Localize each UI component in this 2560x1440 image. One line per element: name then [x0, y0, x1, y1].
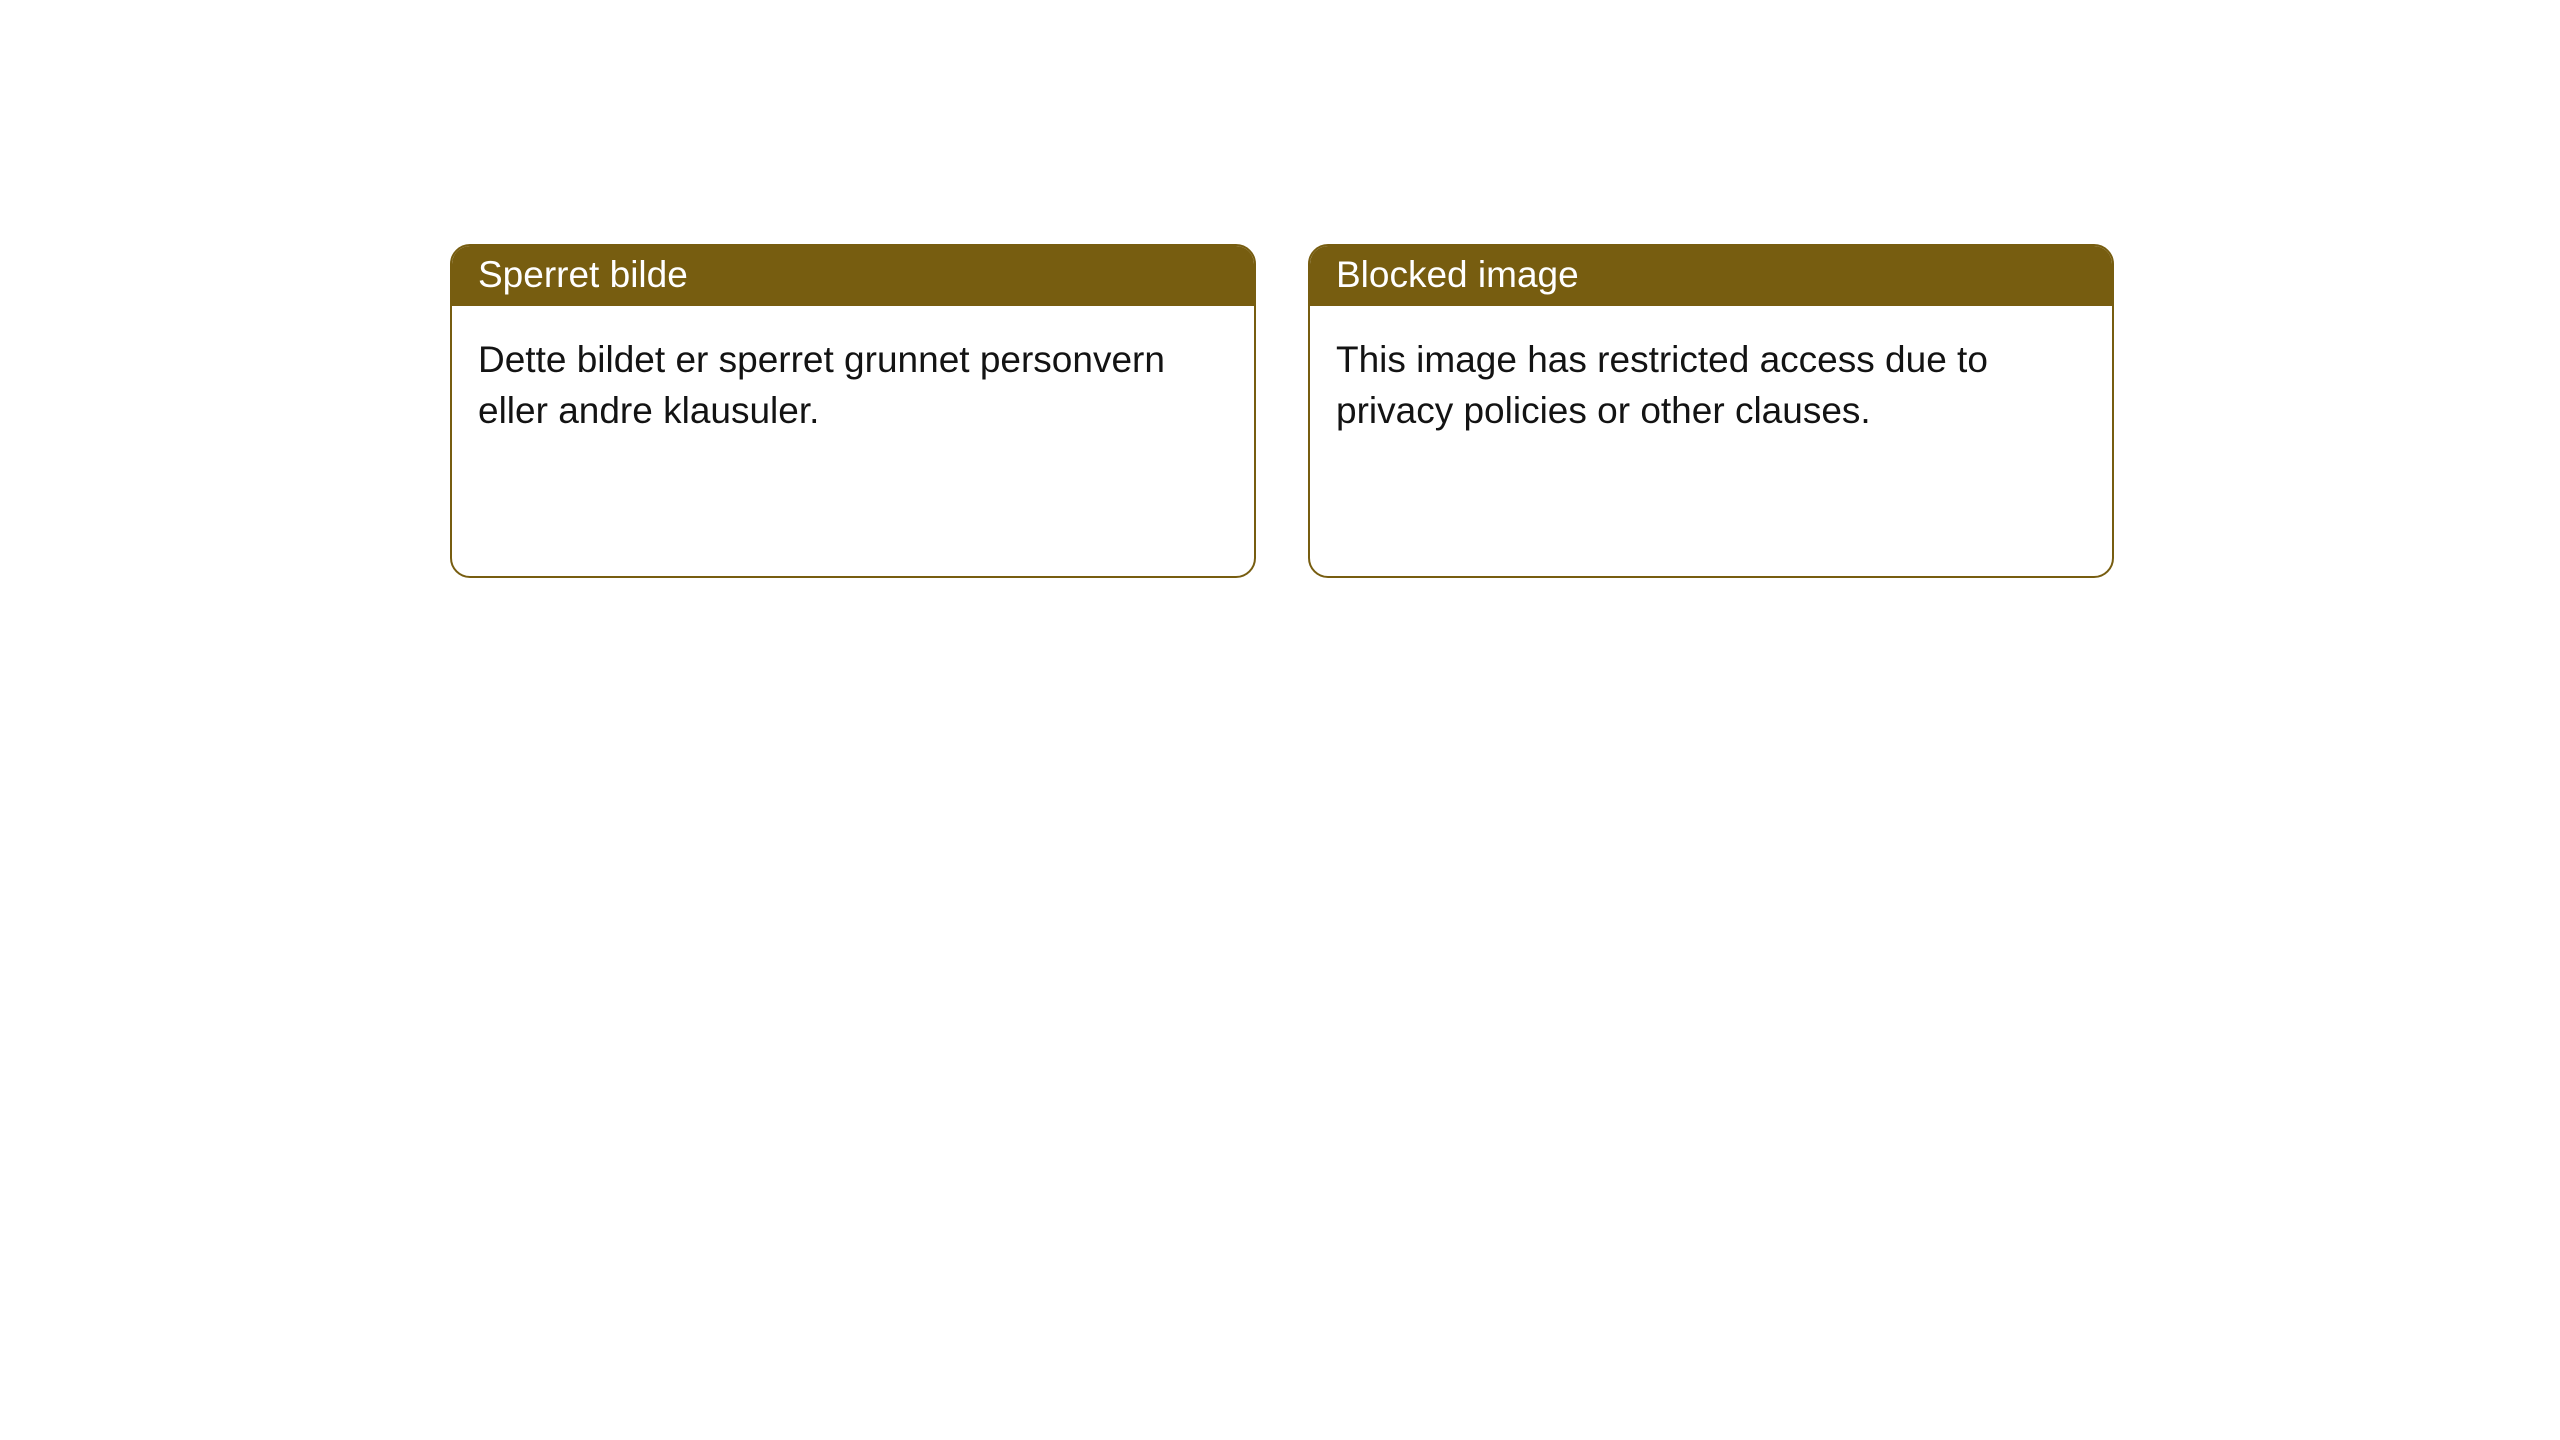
notice-header: Sperret bilde: [452, 246, 1254, 306]
notice-header: Blocked image: [1310, 246, 2112, 306]
notice-body: This image has restricted access due to …: [1310, 306, 2112, 437]
notice-body: Dette bildet er sperret grunnet personve…: [452, 306, 1254, 437]
notice-card-norwegian: Sperret bilde Dette bildet er sperret gr…: [450, 244, 1256, 578]
notice-card-english: Blocked image This image has restricted …: [1308, 244, 2114, 578]
notice-container: Sperret bilde Dette bildet er sperret gr…: [0, 0, 2560, 578]
